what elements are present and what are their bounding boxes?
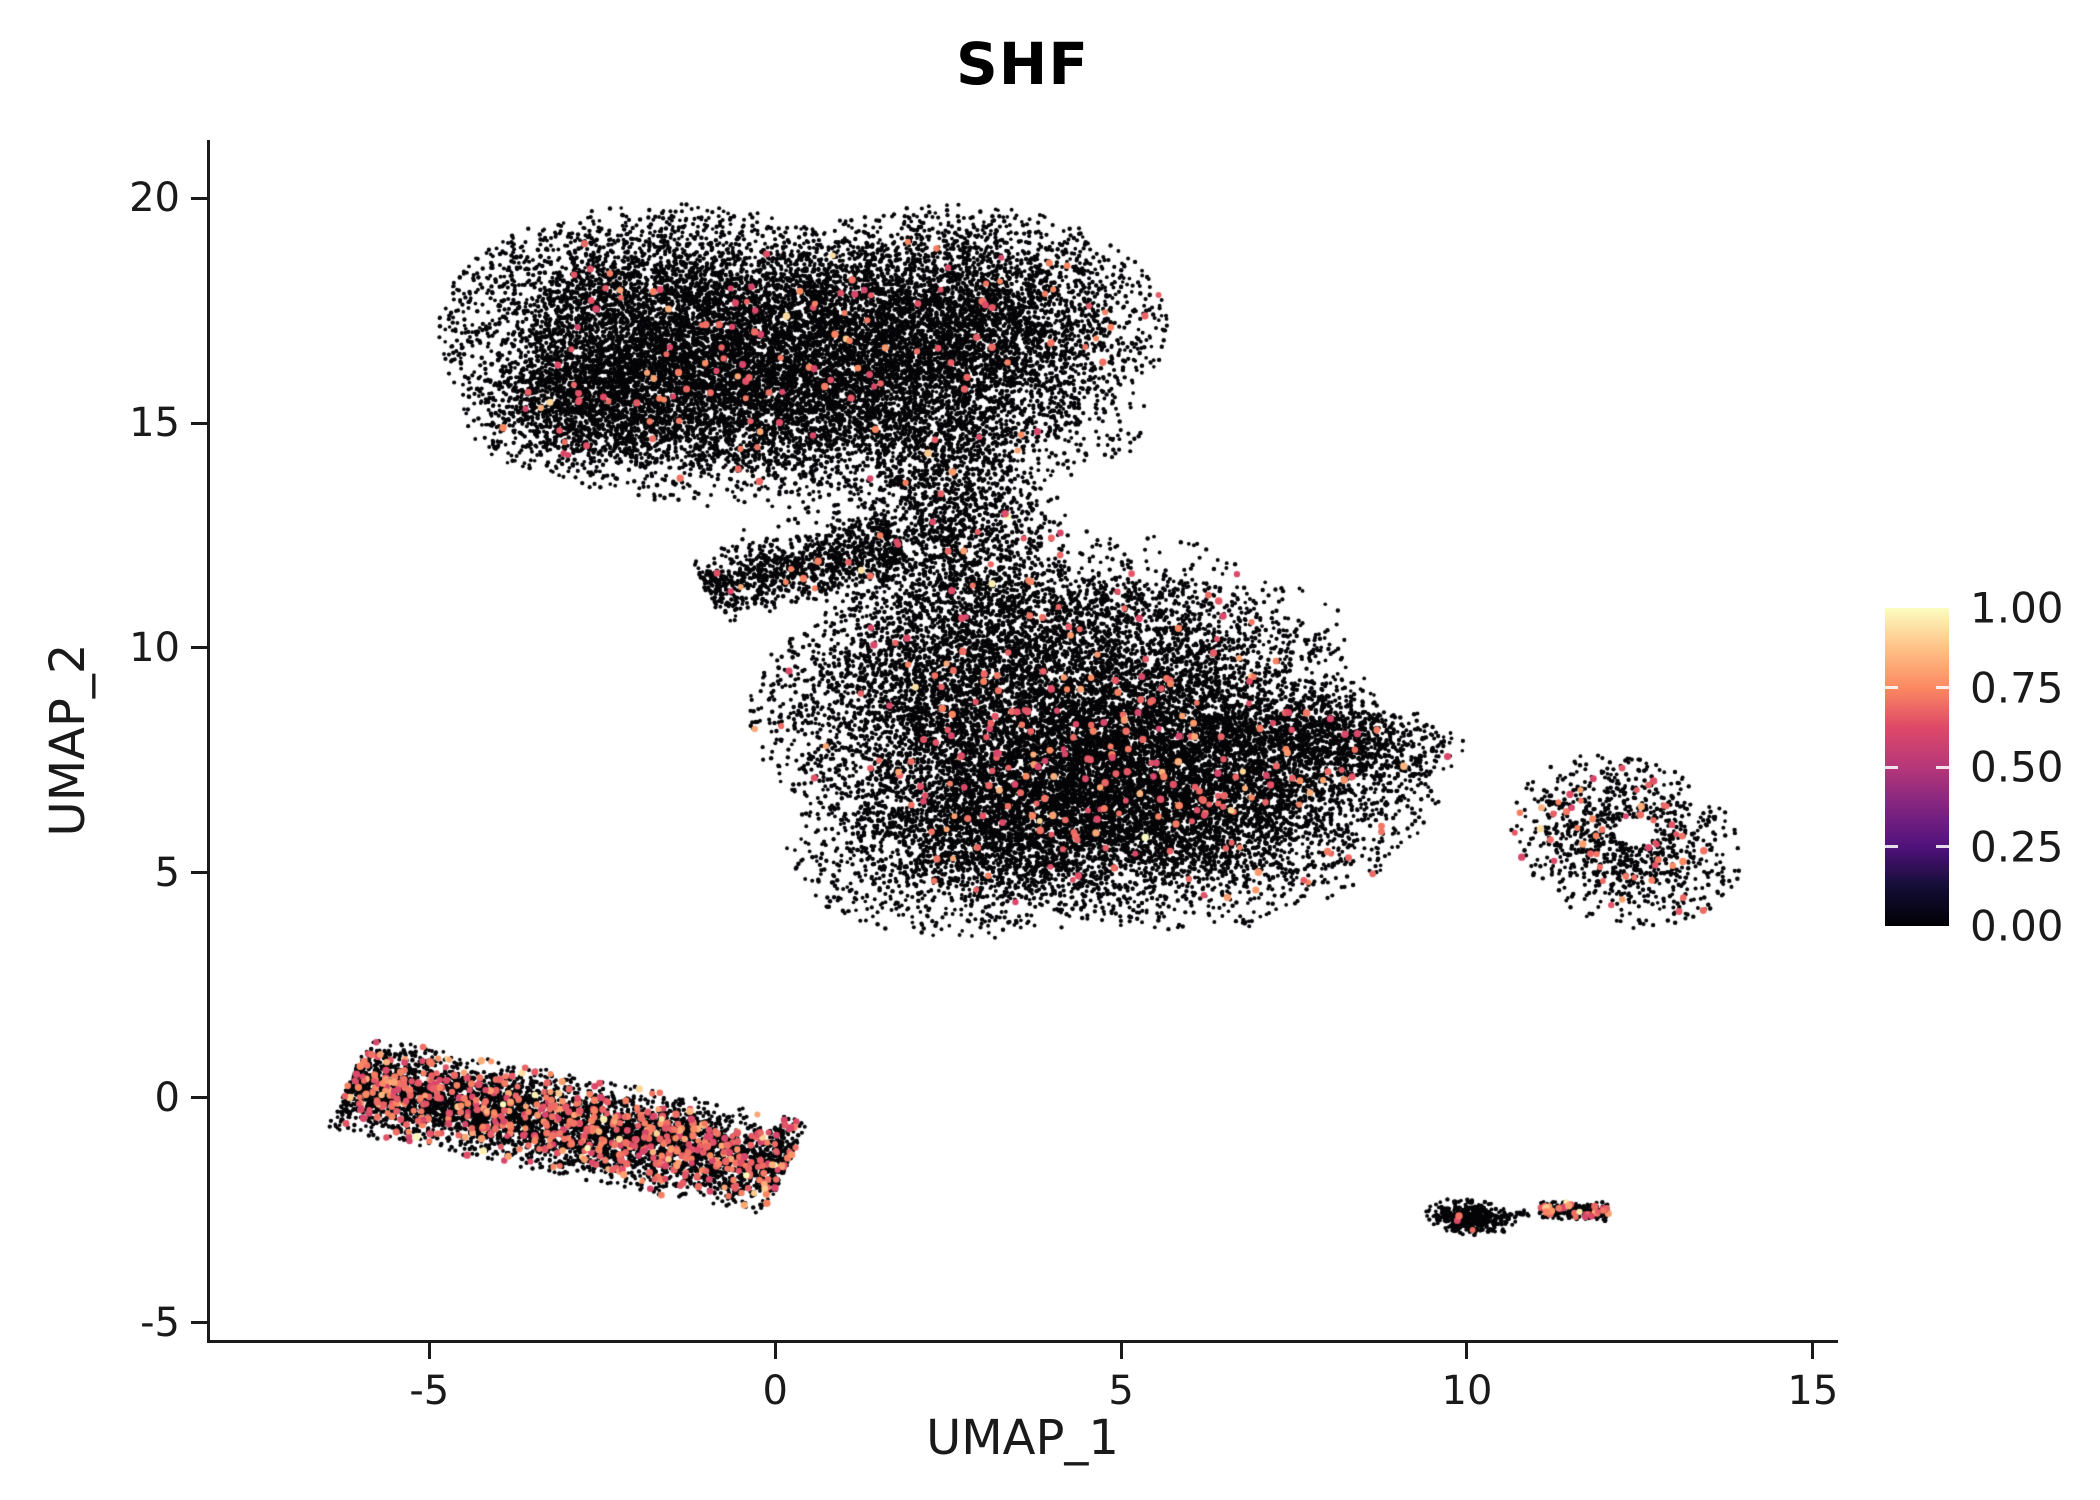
colorbar-tick-label: 0.50 [1970,742,2064,792]
plot-title: SHF [956,30,1089,98]
colorbar-tick-mark [1936,686,1949,689]
colorbar-tick-mark [1885,845,1898,848]
y-tick-label: 10 [129,624,180,671]
y-tick-label: 0 [154,1074,180,1121]
colorbar-tick-label: 0.75 [1970,663,2064,712]
colorbar-tick-mark [1885,765,1898,769]
y-tick-mark [191,1321,207,1325]
y-tick-label: 20 [129,175,180,222]
colorbar-tick-mark [1936,845,1949,848]
colorbar-tick-label: 0.25 [1970,822,2064,871]
y-tick-mark [191,871,207,875]
x-tick-mark [773,1343,777,1359]
x-tick-label: -5 [409,1368,450,1414]
plot-panel [210,140,1835,1340]
y-tick-label: 5 [154,849,180,896]
x-tick-mark [1119,1343,1123,1359]
colorbar-tick-mark [1936,765,1949,769]
x-tick-label: 15 [1787,1368,1839,1414]
x-tick-mark [427,1343,431,1359]
scatter-canvas [210,140,1835,1340]
y-tick-mark [191,196,207,200]
y-tick-mark [191,1096,207,1100]
y-tick-label: -5 [140,1299,180,1346]
y-tick-mark [191,646,207,650]
x-tick-mark [1465,1343,1469,1359]
x-axis-line [207,1340,1838,1343]
y-tick-mark [191,421,207,425]
x-tick-label: 10 [1441,1368,1493,1414]
x-axis-title: UMAP_1 [926,1410,1119,1466]
y-axis-line [207,140,210,1343]
x-tick-label: 0 [762,1368,788,1414]
colorbar-tick-label: 1.00 [1970,583,2064,633]
colorbar-tick-mark [1885,686,1898,689]
x-tick-label: 5 [1108,1368,1134,1414]
y-tick-label: 15 [129,400,180,446]
colorbar-tick-label: 0.00 [1970,901,2064,951]
x-tick-mark [1811,1343,1815,1359]
